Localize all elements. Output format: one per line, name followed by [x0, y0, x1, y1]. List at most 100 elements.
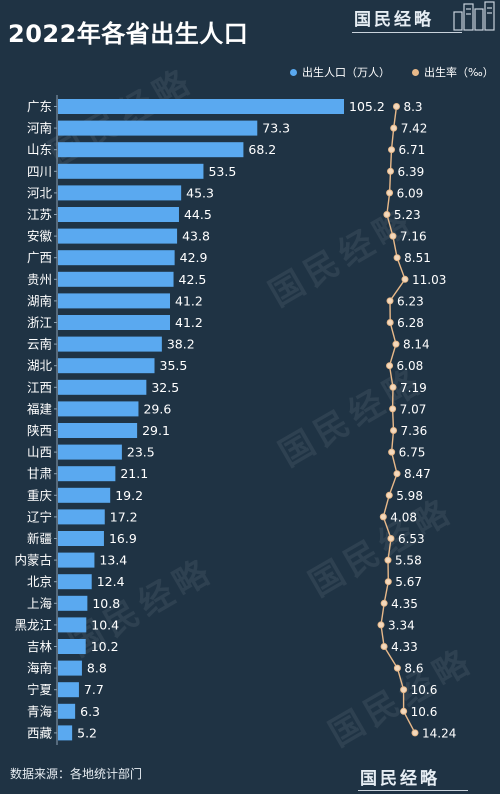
- rate-point: [380, 643, 388, 650]
- bar: [58, 660, 82, 676]
- rate-point: [392, 340, 400, 348]
- rate-value-label: 4.33: [391, 640, 418, 654]
- rate-value-label: 5.98: [396, 489, 423, 503]
- bar-value-label: 23.5: [127, 445, 155, 460]
- bar: [58, 444, 122, 460]
- rate-value-label: 4.35: [391, 597, 418, 611]
- brand-logo-bottom: 国民经略: [360, 769, 440, 789]
- bar-value-label: 41.2: [175, 315, 203, 330]
- data-source: 数据来源：各地统计部门: [10, 767, 143, 781]
- page-title: 2022年各省出生人口: [8, 20, 249, 48]
- category-label: 广东: [27, 99, 52, 114]
- category-label: 内蒙古: [14, 553, 52, 568]
- bar-value-label: 42.9: [180, 250, 208, 265]
- bar-value-label: 12.4: [97, 574, 125, 589]
- bar-value-label: 8.8: [87, 661, 107, 676]
- bar-value-label: 68.2: [248, 142, 276, 157]
- bar-value-label: 17.2: [110, 509, 138, 524]
- bar: [58, 336, 162, 352]
- legend-bar-swatch: [290, 68, 297, 76]
- rate-point: [411, 729, 419, 737]
- category-label: 湖北: [27, 358, 53, 373]
- category-label: 河北: [27, 185, 53, 200]
- rate-value-label: 7.19: [400, 381, 427, 395]
- rate-value-label: 10.6: [411, 705, 438, 719]
- category-label: 甘肃: [27, 466, 52, 481]
- category-label: 湖南: [27, 293, 52, 308]
- rate-point: [392, 103, 400, 110]
- category-label: 广西: [27, 250, 52, 265]
- brand-logo-top: 国民经略: [354, 10, 434, 30]
- rate-value-label: 6.28: [397, 316, 424, 330]
- rate-value-label: 5.58: [395, 554, 422, 568]
- rate-value-label: 5.67: [395, 575, 422, 589]
- rate-value-label: 6.71: [399, 143, 426, 157]
- category-label: 西藏: [27, 725, 53, 740]
- bar-value-label: 16.9: [109, 531, 137, 546]
- rate-point: [383, 211, 391, 218]
- bar-value-label: 45.3: [186, 185, 214, 200]
- bar: [58, 228, 178, 244]
- bar: [58, 682, 79, 698]
- bar-value-label: 105.2: [349, 99, 385, 114]
- rate-point: [389, 383, 397, 391]
- bar-value-label: 19.2: [115, 488, 143, 503]
- rate-point: [390, 427, 398, 434]
- rate-point: [400, 686, 408, 694]
- bar: [58, 207, 179, 222]
- rate-value-label: 7.07: [400, 402, 427, 416]
- bar-value-label: 7.7: [84, 682, 104, 697]
- category-label: 江苏: [27, 207, 52, 222]
- legend-line-swatch: [412, 68, 419, 76]
- bar: [58, 487, 111, 503]
- bar: [58, 99, 344, 114]
- legend-rate-label: 出生率（‰）: [424, 66, 494, 79]
- category-label: 山东: [27, 142, 52, 157]
- rate-value-label: 6.09: [397, 186, 424, 200]
- rate-point: [386, 319, 394, 326]
- category-label: 河南: [27, 121, 52, 136]
- rate-point: [384, 578, 392, 586]
- bar-value-label: 43.8: [182, 229, 210, 244]
- rate-point: [386, 297, 394, 305]
- skyline-icon: [453, 1, 495, 31]
- bar-value-label: 6.3: [80, 704, 100, 719]
- brand-underline: [358, 790, 468, 791]
- bar-value-label: 10.4: [91, 617, 119, 632]
- category-label: 四川: [27, 164, 52, 179]
- legend-population-label: 出生人口（万人）: [302, 66, 390, 79]
- rate-point: [384, 556, 392, 564]
- bar-value-label: 13.4: [99, 553, 127, 568]
- bar-value-label: 10.8: [92, 596, 120, 611]
- bar: [58, 574, 92, 590]
- rate-point: [380, 599, 388, 607]
- category-label: 北京: [27, 574, 52, 589]
- rate-value-label: 6.08: [397, 359, 424, 373]
- category-label: 青海: [27, 704, 53, 719]
- rate-point: [390, 124, 398, 132]
- bar-value-label: 41.2: [175, 293, 203, 308]
- bar: [58, 617, 87, 633]
- rate-line: [380, 106, 416, 734]
- rate-value-label: 8.3: [403, 100, 422, 114]
- category-label: 海南: [27, 661, 52, 676]
- bar-value-label: 44.5: [184, 207, 212, 222]
- bar: [58, 401, 139, 417]
- bar: [58, 271, 174, 287]
- rate-value-label: 8.47: [404, 467, 431, 481]
- rate-point: [393, 254, 401, 262]
- rate-value-label: 8.6: [404, 662, 423, 676]
- rate-value-label: 4.08: [390, 510, 417, 524]
- rate-point: [386, 362, 394, 370]
- bar: [58, 466, 116, 482]
- category-label: 辽宁: [27, 509, 52, 524]
- category-label: 福建: [27, 401, 53, 416]
- category-label: 江西: [27, 380, 52, 395]
- bar: [58, 639, 86, 654]
- bar-value-label: 29.6: [143, 401, 171, 416]
- rate-value-label: 6.23: [397, 294, 424, 308]
- bar: [58, 120, 258, 136]
- category-label: 山西: [27, 445, 52, 460]
- bar: [58, 142, 244, 158]
- bar: [58, 725, 73, 741]
